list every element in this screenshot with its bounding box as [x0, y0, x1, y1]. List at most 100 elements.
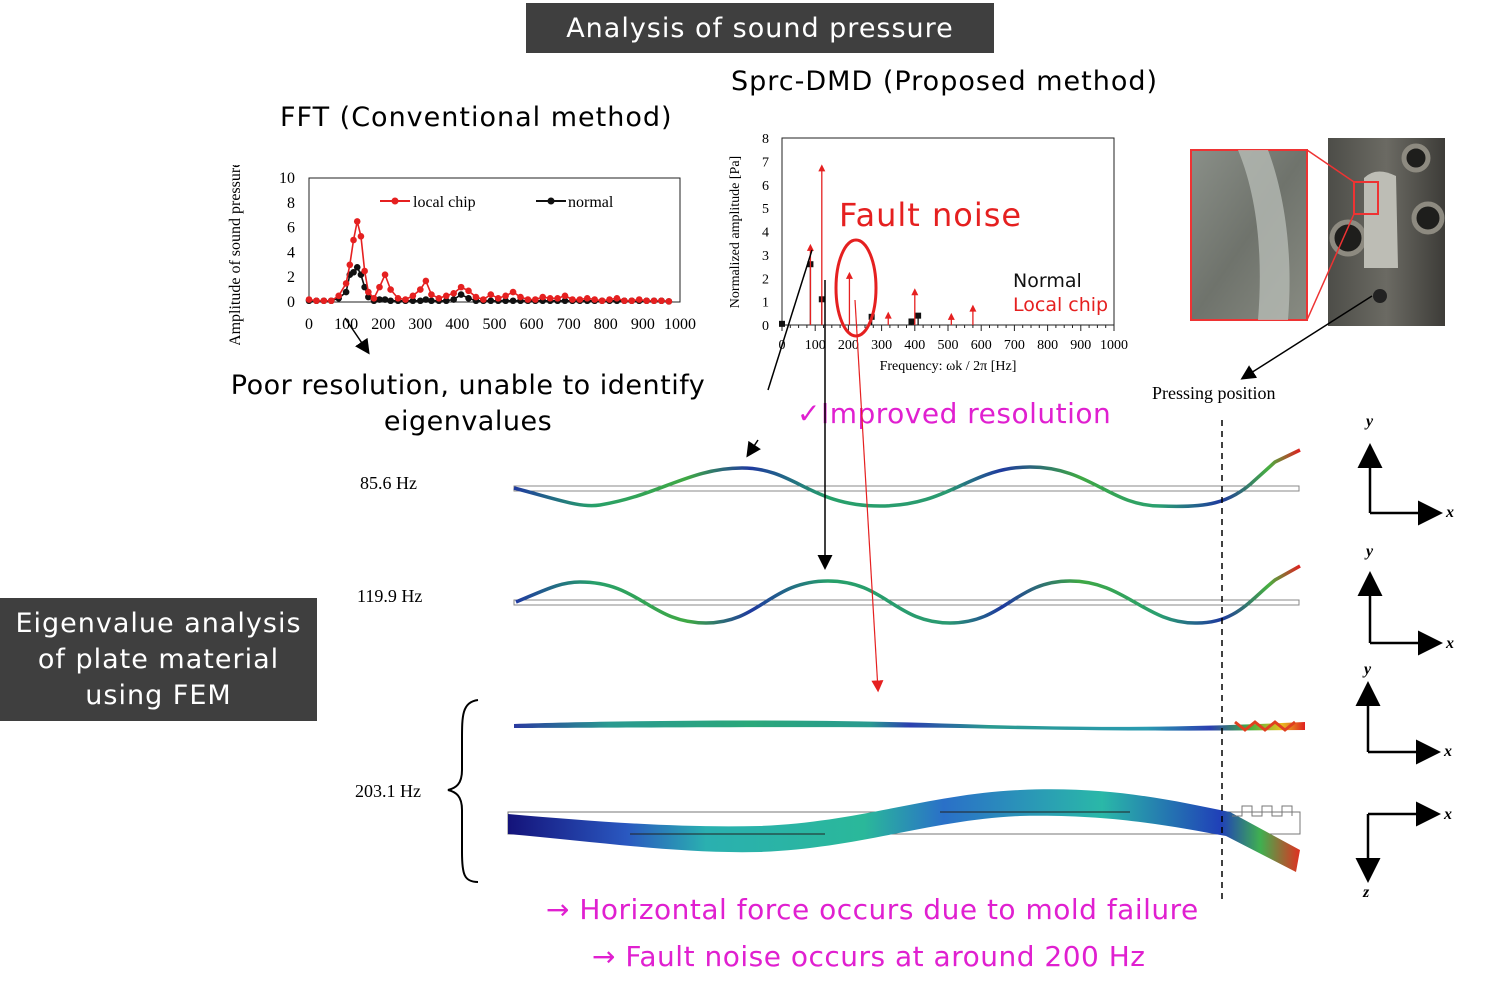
- dmd-ytick-6: 6: [762, 179, 769, 194]
- fft-caption-line2: eigenvalues: [383, 406, 553, 437]
- fft-point-1-25: [457, 291, 465, 298]
- photo-press-hole: [1373, 289, 1387, 303]
- die-photo: [1190, 138, 1445, 326]
- dmd-xtick-4: 400: [904, 338, 925, 353]
- axis4-z: z: [1362, 884, 1370, 901]
- fft-point-0-32: [509, 288, 517, 296]
- fft-point-1-39: [561, 297, 569, 305]
- dmd-xtick-2: 200: [838, 338, 859, 353]
- fft-point-0-17: [402, 296, 409, 303]
- fft-point-0-3: [327, 297, 335, 305]
- fft-point-1-21: [428, 297, 435, 305]
- fft-ytick-5: 10: [279, 170, 295, 187]
- mode3b-shape: [508, 789, 1300, 872]
- fft-point-0-0: [305, 296, 313, 303]
- fft-point-0-16: [394, 294, 402, 302]
- fft-point-0-27: [472, 293, 480, 301]
- legend-local-chip: Local chip: [1013, 294, 1109, 316]
- fem-banner-line3: using FEM: [85, 679, 232, 711]
- fft-point-0-48: [628, 297, 636, 305]
- axis2-x: x: [1445, 635, 1454, 652]
- dmd-ytick-2: 2: [762, 272, 769, 287]
- fft-ytick-4: 8: [287, 195, 295, 212]
- fft-point-0-26: [465, 287, 472, 295]
- fem-banner: Eigenvalue analysis of plate material us…: [0, 598, 317, 721]
- mode1-rest-plate: [513, 485, 1300, 492]
- axis3-y: y: [1362, 661, 1372, 678]
- fft-point-1-18: [409, 297, 417, 305]
- dmd-chart: Normalized amplitude [Pa] 0 1 2 3 4 5 6 7 8 0 100…: [728, 132, 1128, 374]
- fft-point-0-29: [487, 291, 495, 298]
- fft-point-0-47: [621, 297, 628, 305]
- dmd-point-1-5: [947, 312, 955, 320]
- fft-point-0-10: [361, 267, 368, 275]
- conclusion-line1: → Horizontal force occurs due to mold fa…: [546, 893, 1199, 926]
- fft-point-1-11: [365, 293, 372, 301]
- fft-point-0-24: [450, 290, 457, 297]
- dmd-title: Sprc-DMD (Proposed method): [731, 66, 1159, 97]
- fft-xtick-5: 500: [483, 316, 507, 333]
- fft-xtick-8: 800: [594, 316, 618, 333]
- fft-point-0-34: [524, 296, 532, 303]
- fft-point-1-13: [376, 296, 383, 303]
- fft-point-0-21: [428, 291, 435, 298]
- dmd-point-1-3: [884, 311, 892, 319]
- fft-point-1-32: [509, 297, 517, 305]
- fft-point-0-30: [494, 294, 502, 302]
- fft-legend-local-marker: [391, 197, 399, 205]
- fft-point-0-8: [353, 218, 361, 225]
- fft-point-0-4: [335, 292, 342, 300]
- photo-bolt-2: [1411, 201, 1445, 235]
- fft-point-0-25: [457, 283, 465, 291]
- photo-plate: [1364, 171, 1398, 268]
- fft-point-0-49: [635, 296, 643, 303]
- fft-xtick-2: 200: [371, 316, 395, 333]
- axes-triad-3: y x: [1355, 661, 1452, 765]
- mode3b-rest-plate: [507, 811, 1301, 835]
- dmd-xtick-0: 0: [779, 338, 786, 353]
- dmd-ytick-7: 7: [762, 155, 769, 170]
- fft-point-0-41: [576, 296, 584, 303]
- fft-xtick-10: 1000: [664, 316, 696, 333]
- axis4-x: x: [1443, 806, 1452, 823]
- axis3-x: x: [1443, 743, 1452, 760]
- fft-point-1-29: [487, 297, 495, 305]
- axes-triad-4: x z: [1355, 801, 1452, 901]
- fft-ytick-0: 0: [287, 294, 295, 311]
- fft-point-0-20: [422, 277, 430, 285]
- fft-chart: Amplitude of sound pressure [Pa] 0 2 4 6 8 10…: [227, 165, 696, 345]
- dmd-ytick-4: 4: [762, 226, 769, 241]
- fft-point-0-28: [480, 296, 487, 303]
- fft-point-0-39: [561, 292, 569, 300]
- mode-label-85: 85.6 Hz: [360, 473, 417, 493]
- mode2-shape: [515, 564, 1301, 625]
- fft-xtick-4: 400: [445, 316, 469, 333]
- fft-point-1-20: [422, 296, 430, 303]
- fft-point-0-51: [650, 297, 658, 305]
- fft-point-0-53: [665, 298, 673, 305]
- fft-ytick-2: 4: [287, 244, 295, 261]
- fft-point-0-31: [502, 292, 509, 300]
- dmd-ylabel: Normalized amplitude [Pa]: [728, 156, 743, 308]
- photo-zoom-line-1: [1306, 149, 1355, 183]
- dmd-ytick-0: 0: [762, 319, 769, 334]
- fft-point-0-45: [606, 296, 613, 303]
- fft-point-0-9: [357, 232, 365, 240]
- mode3a-shape: [514, 720, 1305, 731]
- fft-xtick-1: 100: [334, 316, 358, 333]
- fft-point-0-36: [539, 293, 547, 301]
- fft-legend-local-label: local chip: [413, 194, 476, 211]
- fft-point-1-5: [342, 288, 350, 296]
- photo-highlight-box: [1353, 181, 1379, 215]
- dmd-xtick-8: 800: [1037, 338, 1058, 353]
- dmd-point-0-3: [868, 313, 875, 320]
- fft-point-0-52: [658, 297, 665, 305]
- mode-label-203: 203.1 Hz: [355, 781, 421, 801]
- mode1-shape: [513, 448, 1301, 509]
- header-banner: Analysis of sound pressure: [526, 3, 994, 53]
- fem-banner-line2: of plate material: [37, 643, 280, 675]
- fft-point-1-24: [450, 296, 457, 303]
- fft-ytick-1: 2: [287, 269, 295, 286]
- fft-point-0-12: [370, 294, 378, 302]
- fft-point-1-31: [502, 297, 509, 305]
